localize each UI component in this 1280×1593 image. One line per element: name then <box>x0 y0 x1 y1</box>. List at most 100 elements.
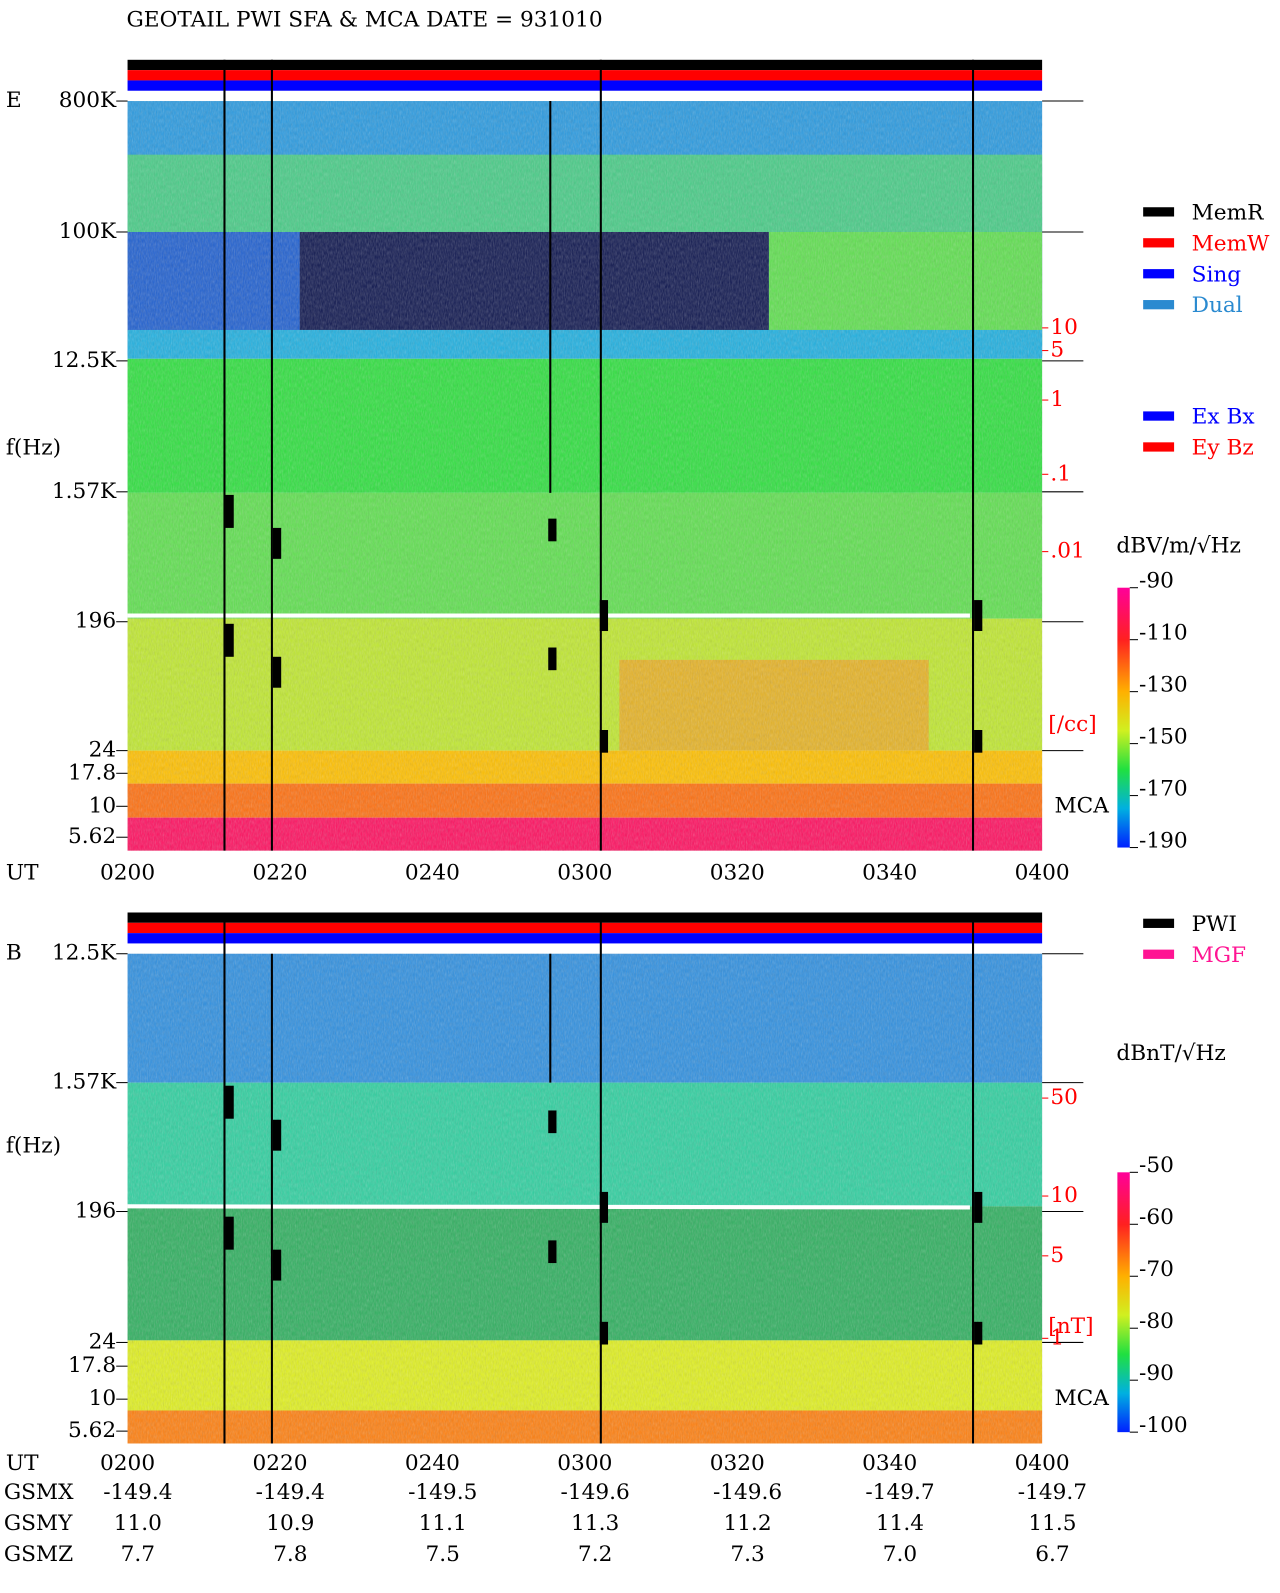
x-tick-label: 0240 <box>405 860 460 885</box>
x-tick-label: 0300 <box>557 860 612 885</box>
orbit-value: -149.4 <box>103 1480 172 1505</box>
legend-swatch <box>1143 300 1175 310</box>
density-tick: 50 <box>1050 1085 1078 1110</box>
x-tick-label: 0220 <box>252 860 307 885</box>
x-tick-label: 0320 <box>710 1451 765 1476</box>
legend-label: PWI <box>1192 912 1237 937</box>
colorbar-tick-label: -110 <box>1139 620 1188 645</box>
colorbar-title: dBV/m/√Hz <box>1116 533 1241 558</box>
x-tick-label: 0200 <box>100 1451 155 1476</box>
y-tick-label: 10 <box>89 1386 117 1411</box>
orbit-value: 7.7 <box>121 1542 155 1567</box>
orbit-label: GSMY <box>4 1511 73 1536</box>
orbit-value: -149.6 <box>561 1480 630 1505</box>
orbit-value: 11.1 <box>419 1511 467 1536</box>
colorbar-tick-label: -80 <box>1139 1309 1174 1334</box>
orbit-value: 7.3 <box>730 1542 764 1567</box>
orbit-label: GSMX <box>4 1480 74 1505</box>
orbit-value: -149.6 <box>713 1480 782 1505</box>
legend-label: Ey Bz <box>1192 436 1254 461</box>
orbit-value: 11.0 <box>114 1511 162 1536</box>
colorbar-tick-label: -170 <box>1139 776 1188 801</box>
x-tick-label: 0340 <box>862 860 917 885</box>
orbit-value: 11.4 <box>876 1511 924 1536</box>
density-unit: [nT] <box>1048 1314 1093 1339</box>
y-tick-label: 100K <box>59 219 117 244</box>
orbit-value: -149.5 <box>408 1480 477 1505</box>
y-tick-label: 24 <box>89 738 117 763</box>
colorbar-tick-label: -50 <box>1139 1153 1174 1178</box>
colorbar-tick-label: -190 <box>1139 828 1188 853</box>
y-tick-label: 1.57K <box>52 479 117 504</box>
title: GEOTAIL PWI SFA & MCA DATE = 931010 <box>127 8 603 33</box>
spectrograms <box>127 59 1130 1444</box>
orbit-value: -149.7 <box>1018 1480 1087 1505</box>
panel-label: E <box>6 88 22 113</box>
orbit-value: -149.7 <box>865 1480 934 1505</box>
x-tick-label: 0220 <box>252 1451 307 1476</box>
orbit-value: -149.4 <box>256 1480 325 1505</box>
x-tick-label: 0200 <box>100 860 155 885</box>
orbit-value: 7.5 <box>426 1542 460 1567</box>
y-tick-label: 17.8 <box>68 1353 116 1378</box>
orbit-value: 6.7 <box>1035 1542 1069 1567</box>
y-tick-label: 12.5K <box>52 348 117 373</box>
y-tick-label: 800K <box>59 88 117 113</box>
orbit-value: 7.2 <box>578 1542 612 1567</box>
legend-label: MemR <box>1192 200 1264 225</box>
legend-label: Sing <box>1192 262 1242 287</box>
y-tick-label: 17.8 <box>68 760 116 785</box>
x-axis-label: UT <box>6 860 39 885</box>
legend-swatch <box>1143 949 1175 959</box>
orbit-value: 11.3 <box>571 1511 619 1536</box>
y-tick-label: 196 <box>75 609 116 634</box>
x-tick-label: 0340 <box>862 1451 917 1476</box>
colorbar-tick-label: -90 <box>1139 1361 1174 1386</box>
orbit-value: 11.2 <box>723 1511 771 1536</box>
legend-label: MGF <box>1192 943 1246 968</box>
y-tick-label: 5.62 <box>68 1418 116 1443</box>
density-tick: .01 <box>1050 539 1084 564</box>
y-tick-label: 196 <box>75 1199 116 1224</box>
panel-label: B <box>6 941 22 966</box>
mca-label: MCA <box>1054 793 1109 818</box>
orbit-value: 11.5 <box>1028 1511 1076 1536</box>
legend-swatch <box>1143 207 1175 217</box>
density-tick: 1 <box>1050 387 1064 412</box>
y-tick-label: 1.57K <box>52 1070 117 1095</box>
legend-label: MemW <box>1192 231 1270 256</box>
colorbar-tick-label: -90 <box>1139 569 1174 594</box>
colorbar-tick-label: -60 <box>1139 1205 1174 1230</box>
x-tick-label: 0320 <box>710 860 765 885</box>
legend-swatch <box>1143 918 1175 928</box>
legend-swatch <box>1143 269 1175 279</box>
x-tick-label: 0400 <box>1015 1451 1070 1476</box>
density-unit: [/cc] <box>1048 712 1096 737</box>
orbit-value: 10.9 <box>266 1511 314 1536</box>
y-tick-label: 10 <box>89 793 117 818</box>
y-axis-label: f(Hz) <box>6 1134 61 1159</box>
colorbar-tick-label: -150 <box>1139 724 1188 749</box>
orbit-value: 7.0 <box>883 1542 917 1567</box>
density-tick: 5 <box>1050 338 1064 363</box>
colorbar-tick-label: -130 <box>1139 672 1188 697</box>
y-tick-label: 12.5K <box>52 941 117 966</box>
y-axis-label: f(Hz) <box>6 436 61 461</box>
colorbar-tick-label: -70 <box>1139 1257 1174 1282</box>
legend-label: Ex Bx <box>1192 405 1255 430</box>
x-tick-label: 0240 <box>405 1451 460 1476</box>
density-tick: 1 <box>1050 1325 1064 1350</box>
legend-swatch <box>1143 442 1175 452</box>
y-tick-label: 24 <box>89 1329 117 1354</box>
density-tick: 10 <box>1050 1183 1078 1208</box>
colorbar-tick-label: -100 <box>1139 1413 1188 1438</box>
x-axis-label: UT <box>6 1451 39 1476</box>
legend-label: Dual <box>1192 293 1243 318</box>
x-tick-label: 0300 <box>557 1451 612 1476</box>
orbit-value: 7.8 <box>273 1542 307 1567</box>
density-tick: 5 <box>1050 1243 1064 1268</box>
y-tick-label: 5.62 <box>68 824 116 849</box>
density-tick: 10 <box>1050 315 1078 340</box>
legend-swatch <box>1143 238 1175 248</box>
